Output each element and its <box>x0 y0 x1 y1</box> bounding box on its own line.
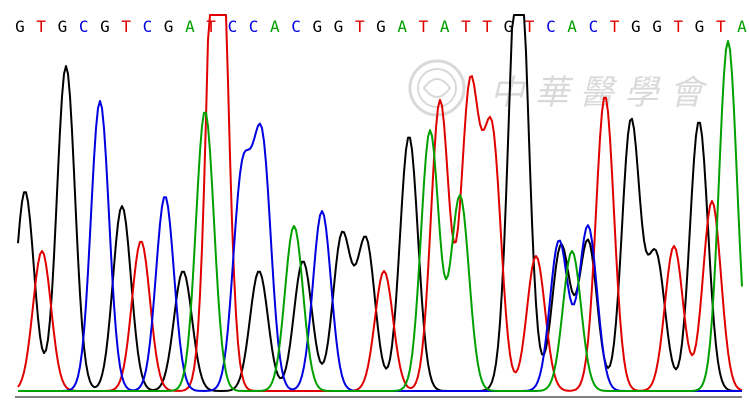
base-call-C: C <box>228 17 238 36</box>
base-call-G: G <box>504 17 514 36</box>
traces <box>17 14 743 392</box>
base-call-C: C <box>291 17 301 36</box>
base-call-G: G <box>376 17 386 36</box>
seal-icon <box>408 59 466 117</box>
base-call-A: A <box>440 17 450 36</box>
base-call-T: T <box>610 17 620 36</box>
trace-T <box>17 14 743 392</box>
base-call-T: T <box>36 17 46 36</box>
base-call-T: T <box>355 17 365 36</box>
base-call-G: G <box>312 17 322 36</box>
base-call-A: A <box>397 17 407 36</box>
base-call-C: C <box>589 17 599 36</box>
base-call-T: T <box>419 17 429 36</box>
base-call-G: G <box>58 17 68 36</box>
base-call-T: T <box>206 17 216 36</box>
base-call-G: G <box>631 17 641 36</box>
base-call-A: A <box>185 17 195 36</box>
base-call-A: A <box>567 17 577 36</box>
base-call-C: C <box>249 17 259 36</box>
base-call-A: A <box>737 17 747 36</box>
base-call-C: C <box>79 17 89 36</box>
trace-G <box>17 14 742 392</box>
watermark-text: 中 華 醫 學 會 <box>490 73 708 113</box>
trace-A <box>18 40 743 392</box>
base-call-C: C <box>143 17 153 36</box>
base-call-G: G <box>652 17 662 36</box>
base-call-C: C <box>546 17 556 36</box>
base-call-G: G <box>334 17 344 36</box>
base-call-T: T <box>482 17 492 36</box>
base-call-G: G <box>695 17 705 36</box>
base-call-G: G <box>164 17 174 36</box>
base-call-T: T <box>121 17 131 36</box>
watermark: 中 華 醫 學 會 <box>408 59 708 117</box>
base-call-T: T <box>716 17 726 36</box>
base-call-A: A <box>270 17 280 36</box>
base-call-G: G <box>15 17 25 36</box>
base-call-T: T <box>461 17 471 36</box>
base-call-G: G <box>100 17 110 36</box>
base-call-T: T <box>673 17 683 36</box>
base-call-T: T <box>525 17 535 36</box>
